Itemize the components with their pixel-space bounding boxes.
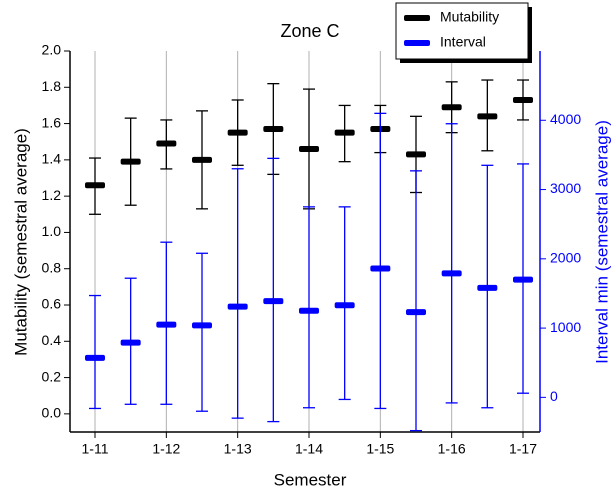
- y-tick-label: 0.6: [42, 296, 62, 312]
- y-axis-title: Mutability (semestral average): [11, 128, 30, 356]
- mean-marker: [477, 284, 498, 291]
- y-tick-label: 1.8: [42, 78, 62, 94]
- y-tick-label: 0.4: [42, 332, 62, 348]
- mean-marker: [120, 339, 141, 346]
- legend-label: Mutability: [440, 9, 499, 25]
- chart-title: Zone C: [280, 21, 339, 41]
- x-tick-label: 1-13: [224, 441, 252, 457]
- y2-axis-title: Interval min (semestral average): [592, 120, 611, 364]
- mean-marker: [441, 104, 462, 111]
- mean-marker: [192, 322, 212, 329]
- x-tick-label: 1-17: [509, 441, 537, 457]
- mean-marker: [85, 354, 105, 361]
- legend-box: [395, 2, 529, 60]
- mean-marker: [441, 270, 462, 277]
- y-tick-label: 1.2: [42, 187, 62, 203]
- y2-tick-label: 0: [550, 388, 558, 404]
- y-tick-label: 1.0: [42, 223, 62, 239]
- y-tick-label: 2.0: [42, 42, 62, 58]
- y-tick-label: 0.2: [42, 368, 62, 384]
- mean-marker: [227, 303, 248, 310]
- mean-marker: [227, 129, 248, 136]
- mean-marker: [513, 96, 533, 103]
- legend-swatch: [404, 40, 430, 46]
- x-axis-title: Semester: [274, 470, 347, 489]
- y2-tick-label: 3000: [550, 180, 581, 196]
- x-tick-label: 1-12: [152, 441, 180, 457]
- mean-marker: [477, 113, 498, 120]
- y-tick-label: 0.0: [42, 405, 62, 421]
- x-tick-label: 1-14: [295, 441, 323, 457]
- mean-marker: [334, 129, 355, 136]
- mean-marker: [299, 145, 319, 152]
- legend-label: Interval: [440, 34, 486, 50]
- y2-tick-label: 4000: [550, 111, 581, 127]
- mean-marker: [156, 321, 177, 328]
- y2-tick-label: 1000: [550, 319, 581, 335]
- mean-marker: [85, 182, 105, 189]
- mean-marker: [263, 298, 284, 305]
- y-tick-label: 0.8: [42, 259, 62, 275]
- mean-marker: [120, 158, 141, 165]
- mean-marker: [156, 140, 177, 147]
- mean-marker: [406, 309, 426, 316]
- x-tick-label: 1-11: [82, 441, 109, 457]
- mean-marker: [299, 307, 319, 314]
- mean-marker: [406, 151, 426, 158]
- mean-marker: [263, 126, 284, 133]
- mean-marker: [192, 156, 212, 163]
- y-tick-label: 1.4: [42, 151, 62, 167]
- mean-marker: [334, 302, 355, 309]
- x-tick-label: 1-15: [366, 441, 394, 457]
- legend-swatch: [404, 15, 430, 21]
- mean-marker: [370, 265, 391, 272]
- y2-tick-label: 2000: [550, 250, 581, 266]
- x-tick-label: 1-16: [438, 441, 466, 457]
- y-tick-label: 1.6: [42, 114, 62, 130]
- mean-marker: [513, 276, 533, 283]
